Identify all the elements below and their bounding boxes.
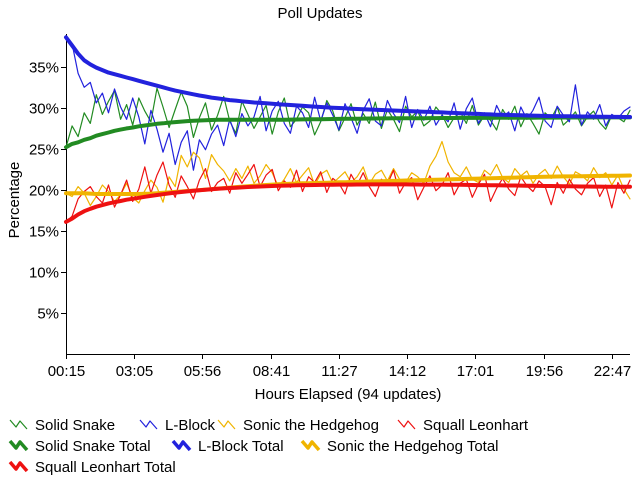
legend-swatch [8,460,29,473]
legend-label: Squall Leonhart [423,417,529,434]
legend-item: Squall Leonhart [397,417,529,434]
legend-label: Solid Snake Total [35,438,151,455]
y-tick-label: 15% [29,224,59,241]
x-tick-label: 17:01 [457,363,495,380]
legend-item: Squall Leonhart Total [8,459,176,476]
legend: Solid Snake L-Block Sonic the Hedgehog Squa… [8,417,529,476]
legend-item: Solid Snake Total [8,438,151,455]
legend-item: Sonic the Hedgehog Total [300,438,499,455]
y-tick-label: 20% [29,183,59,200]
x-tick-label: 14:12 [389,363,427,380]
legend-swatch [217,419,236,430]
legend-label: Sonic the Hedgehog [243,417,379,434]
x-axis-label: Hours Elapsed (94 updates) [255,386,442,403]
legend-item: Sonic the Hedgehog [217,417,379,434]
x-tick-label: 05:56 [184,363,222,380]
series-line-squall-leonhart-total [64,182,632,224]
legend-label: Squall Leonhart Total [35,459,176,476]
y-tick-label: 25% [29,142,59,159]
series-lines [64,35,632,224]
plot-area: 5% 10% 15% 20% 25% 30% 35% 00:15 03:05 05:56 08:4… [29,34,632,380]
legend-swatch [397,419,416,430]
x-tick-label: 11:27 [321,363,357,380]
legend-item: L-Block [139,417,216,434]
legend-label: Sonic the Hedgehog Total [327,438,499,455]
series-line-l-block-total [64,35,632,119]
legend-label: L-Block Total [198,438,284,455]
legend-item: L-Block Total [171,438,284,455]
legend-swatch [300,439,321,452]
legend-label: L-Block [165,417,216,434]
y-tick-label: 5% [37,306,59,323]
series-line-l-block [65,36,631,171]
chart-title: Poll Updates [277,5,362,22]
legend-swatch [8,439,29,452]
y-ticks: 5% 10% 15% 20% 25% 30% 35% [29,60,66,323]
legend-label: Solid Snake [35,417,115,434]
y-axis-label: Percentage [6,162,23,239]
legend-item: Solid Snake [9,417,115,434]
x-tick-label: 00:15 [48,363,86,380]
y-tick-label: 35% [29,60,59,77]
x-tick-label: 03:05 [116,363,154,380]
x-tick-label: 22:47 [594,363,632,380]
legend-swatch [9,419,28,430]
x-ticks: 00:15 03:05 05:56 08:41 11:27 14:12 17:01 19:56… [48,354,632,380]
y-tick-label: 30% [29,101,59,118]
y-tick-label: 10% [29,265,59,282]
legend-swatch [171,439,192,452]
x-tick-label: 08:41 [253,363,291,380]
legend-swatch [139,419,158,430]
x-tick-label: 19:56 [526,363,564,380]
